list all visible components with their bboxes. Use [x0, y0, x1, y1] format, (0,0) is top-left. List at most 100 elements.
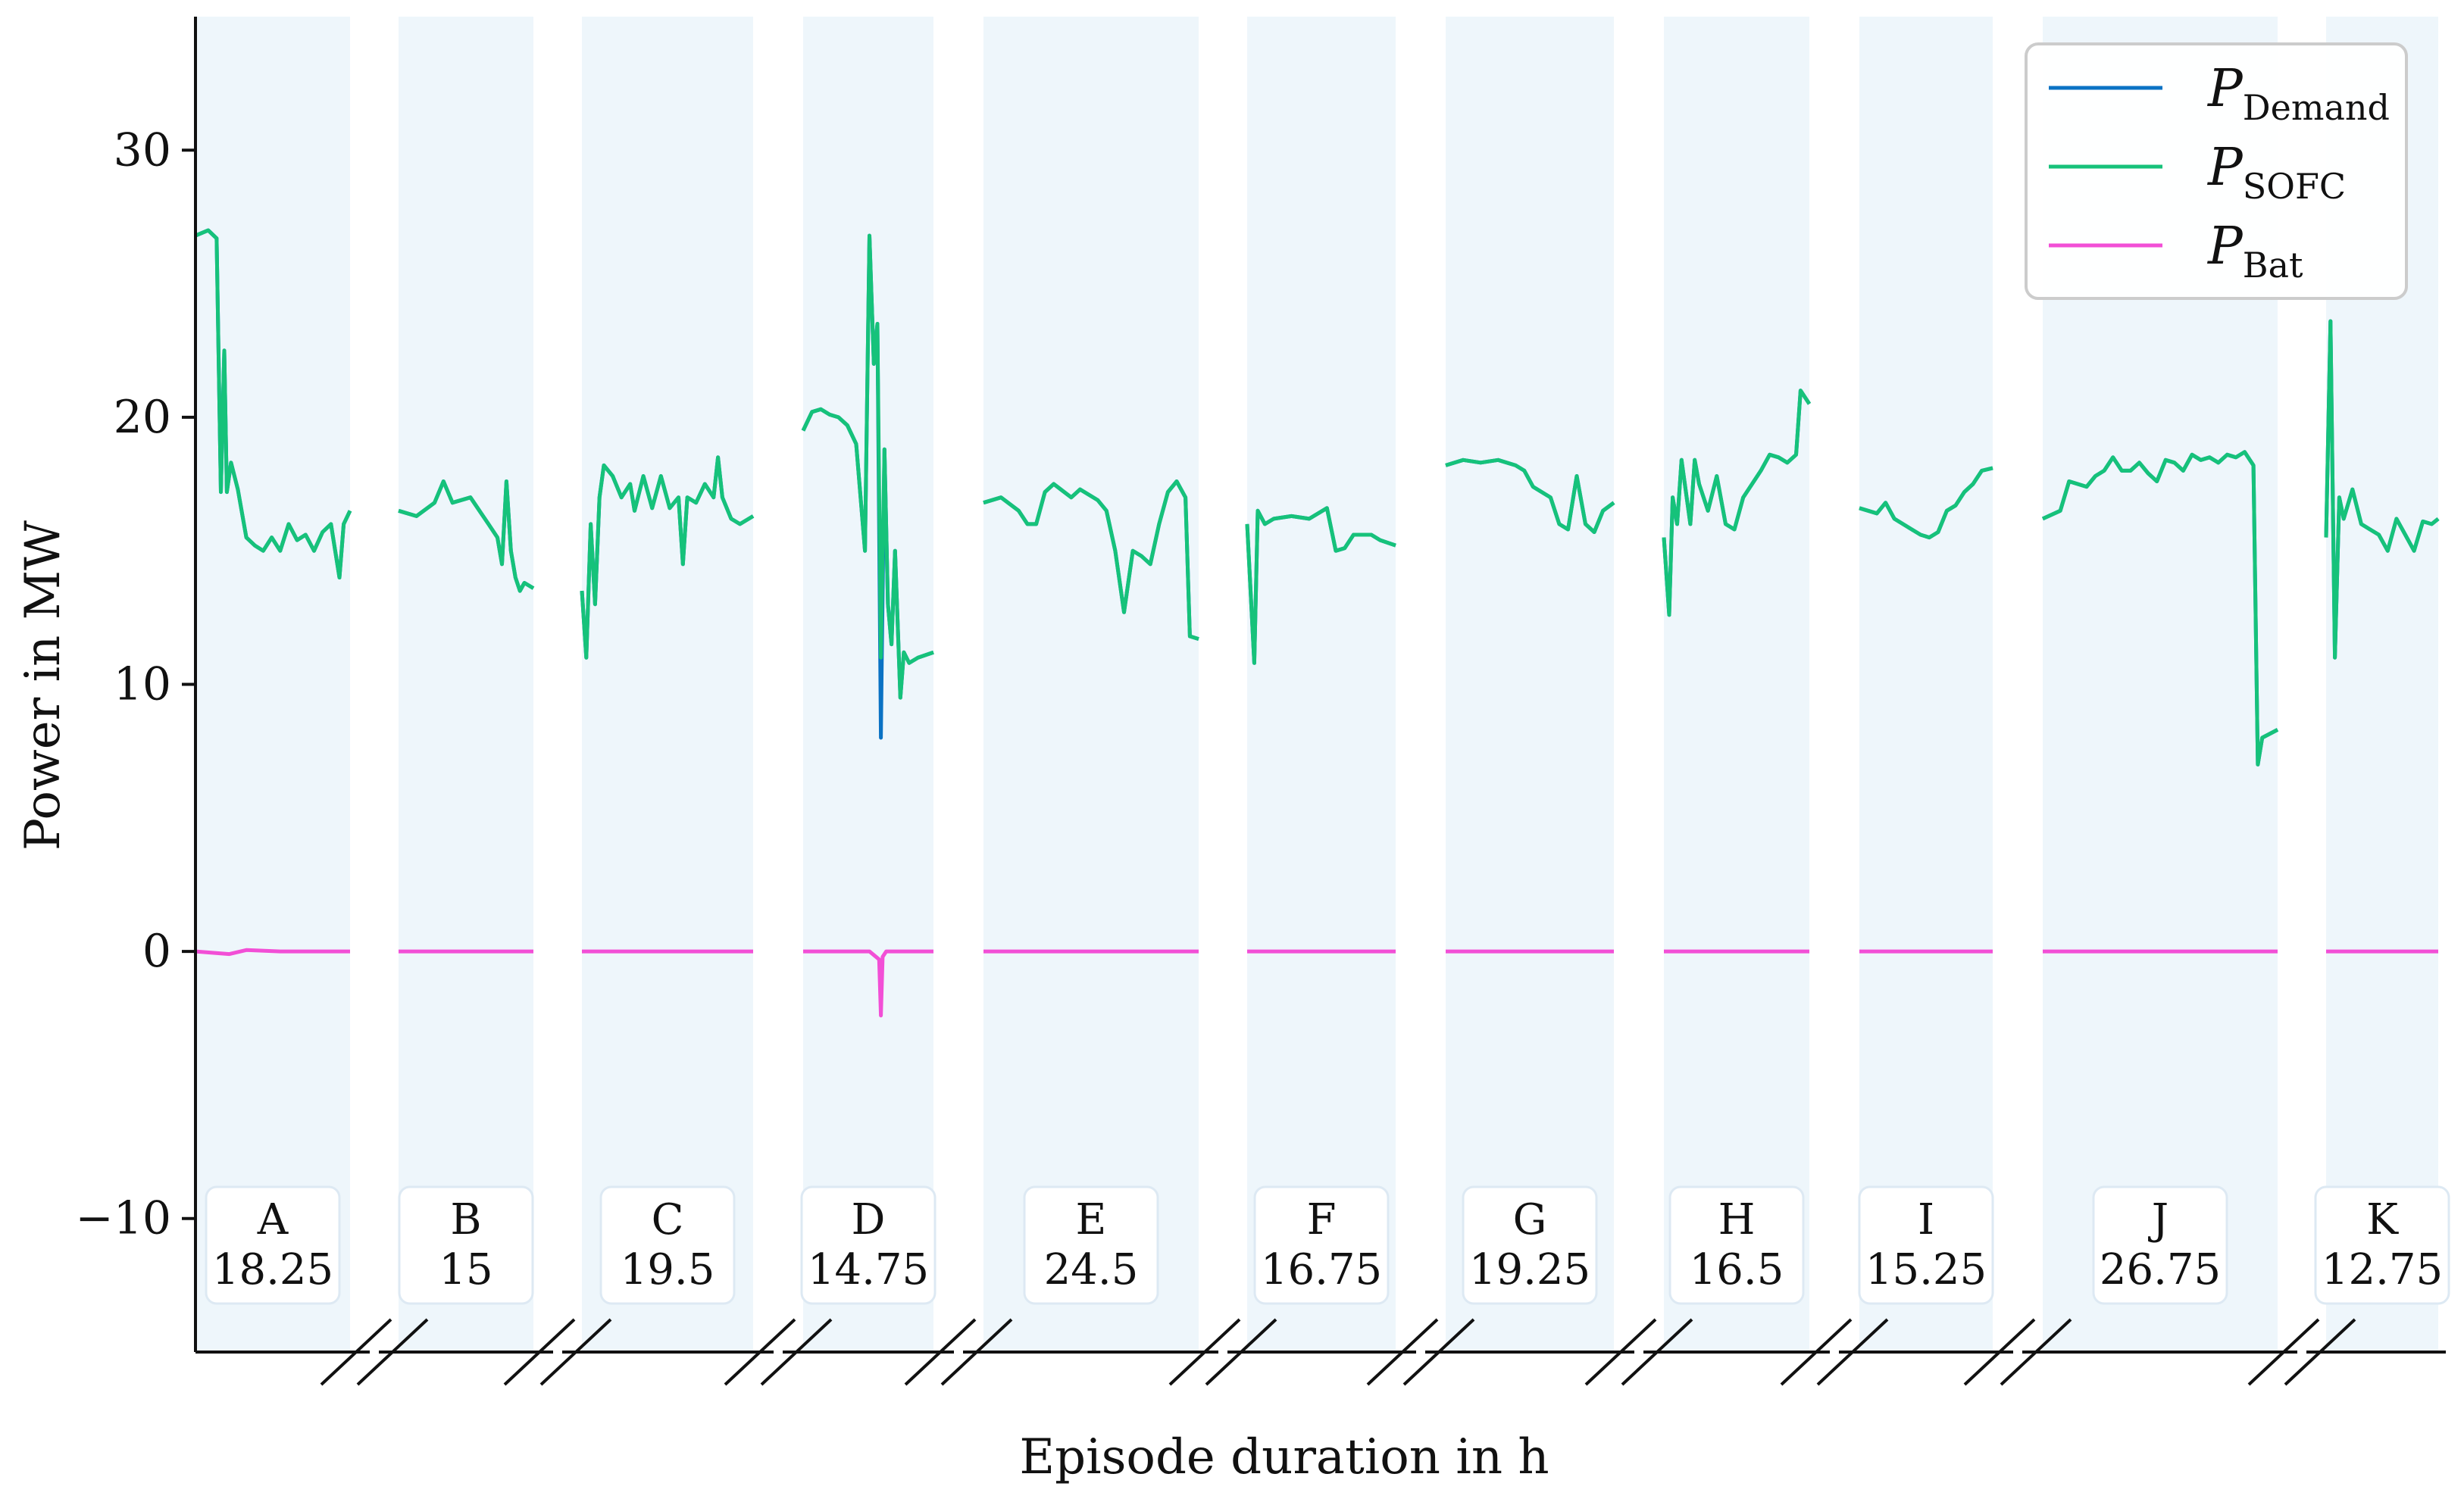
- episode-label: G: [1513, 1195, 1547, 1244]
- legend-label: PSOFC: [2206, 138, 2346, 207]
- axis-break-mark: [320, 1318, 392, 1386]
- sofc-line-d: [801, 233, 934, 700]
- axis-break-mark: [356, 1318, 429, 1386]
- episode-duration: 19.5: [621, 1245, 715, 1294]
- axis-break-gap: [1218, 1344, 1227, 1360]
- bat-line-a: [195, 948, 350, 957]
- episode-label: F: [1307, 1195, 1337, 1244]
- legend-label: PBat: [2206, 217, 2303, 286]
- episode-band-g: [1446, 17, 1614, 1352]
- episode-box-k: [2314, 1185, 2450, 1305]
- episode-box-a: [205, 1185, 341, 1305]
- y-tick-label: 10: [114, 658, 171, 711]
- sofc-line-k: [2324, 319, 2440, 660]
- episode-duration: 16.5: [1690, 1245, 1784, 1294]
- axis-break-mark: [1402, 1318, 1475, 1386]
- episode-label-boxes: A18.25 B15 C19.5 D14.75 E24.5 F16.75 G19.25 H16…: [205, 1185, 2450, 1305]
- episode-duration: 16.75: [1261, 1245, 1382, 1294]
- legend: PDemand PSOFC PBat: [2025, 42, 2408, 300]
- episode-bands: [195, 17, 2438, 1352]
- episode-box-g: [1462, 1185, 1598, 1305]
- episode-label: E: [1076, 1195, 1107, 1244]
- episode-duration: 24.5: [1044, 1245, 1139, 1294]
- sofc-line-e: [983, 479, 1199, 641]
- episode-label: H: [1718, 1195, 1756, 1244]
- sofc-line-j: [2041, 450, 2279, 767]
- episode-label: A: [257, 1195, 289, 1244]
- axis-break-gap: [954, 1344, 963, 1360]
- episode-band-a: [195, 17, 350, 1352]
- axis-break-gap: [774, 1344, 783, 1360]
- episode-duration: 15.25: [1865, 1245, 1987, 1294]
- axis-break-marks: [320, 1318, 2356, 1386]
- axis-break-mark: [1621, 1318, 1693, 1386]
- legend-box: [2025, 42, 2408, 300]
- episode-duration: 14.75: [808, 1245, 929, 1294]
- episode-duration: 15: [439, 1245, 492, 1294]
- axis-break-mark: [1584, 1318, 1657, 1386]
- axis-break-mark: [724, 1318, 796, 1386]
- episode-label: D: [852, 1195, 886, 1244]
- sofc-line-b: [398, 479, 535, 593]
- episode-label: J: [2148, 1195, 2169, 1244]
- axis-break-mark: [539, 1318, 612, 1386]
- bat-line-d: [803, 949, 933, 1018]
- axis-break-mark: [940, 1318, 1013, 1386]
- episode-band-b: [399, 17, 533, 1352]
- sofc-line-g: [1445, 457, 1615, 534]
- episode-label: K: [2366, 1195, 2399, 1244]
- episode-duration: 12.75: [2322, 1245, 2443, 1294]
- episode-duration: 26.75: [2100, 1245, 2221, 1294]
- sofc-line-h: [1662, 389, 1812, 617]
- episode-duration: 18.25: [212, 1245, 333, 1294]
- episode-box-c: [599, 1185, 736, 1305]
- axis-break-gap: [1634, 1344, 1643, 1360]
- y-tick-label: 0: [142, 925, 171, 978]
- episode-box-h: [1668, 1185, 1805, 1305]
- episode-band-e: [983, 17, 1199, 1352]
- axis-break-gap: [370, 1344, 379, 1360]
- episode-band-i: [1859, 17, 1993, 1352]
- axis-break-mark: [1963, 1318, 2036, 1386]
- y-tick-label: 20: [114, 391, 171, 444]
- axis-break-mark: [2284, 1318, 2356, 1386]
- episode-box-e: [1023, 1185, 1159, 1305]
- y-tick-label: −10: [75, 1192, 171, 1245]
- sofc-line-i: [1859, 466, 1993, 540]
- episode-label: C: [652, 1195, 684, 1244]
- episode-band-f: [1247, 17, 1396, 1352]
- axis-break-mark: [1366, 1318, 1439, 1386]
- legend-label: PDemand: [2206, 59, 2390, 128]
- episode-label: I: [1918, 1195, 1934, 1244]
- episode-box-i: [1858, 1185, 1994, 1305]
- episode-band-d: [803, 17, 933, 1352]
- episode-label: B: [450, 1195, 481, 1244]
- episode-duration: 19.25: [1469, 1245, 1590, 1294]
- episode-band-h: [1664, 17, 1809, 1352]
- axis-break-mark: [503, 1318, 576, 1386]
- axis-break-mark: [904, 1318, 977, 1386]
- y-axis-title: Power in MW: [15, 520, 71, 851]
- y-ticks: −10 0 10 20 30: [75, 123, 195, 1245]
- episode-box-b: [398, 1185, 534, 1305]
- axis-break-mark: [1780, 1318, 1853, 1386]
- episode-box-f: [1253, 1185, 1390, 1305]
- sofc-line-f: [1245, 506, 1396, 665]
- axis-break-gap: [2297, 1344, 2306, 1360]
- axis-break-gap: [1416, 1344, 1425, 1360]
- episode-box-d: [800, 1185, 937, 1305]
- axis-break-mark: [760, 1318, 833, 1386]
- episode-band-c: [582, 17, 753, 1352]
- sofc-line-c: [580, 455, 755, 660]
- episode-box-j: [2092, 1185, 2228, 1305]
- axis-break-gap: [2013, 1344, 2022, 1360]
- axis-break-mark: [1205, 1318, 1277, 1386]
- sofc-line-a: [195, 228, 352, 579]
- axis-break-gap: [553, 1344, 562, 1360]
- y-tick-label: 30: [114, 123, 171, 176]
- axis-break-mark: [2247, 1318, 2320, 1386]
- x-axis-title: Episode duration in h: [1019, 1429, 1549, 1485]
- series-lines: [195, 228, 2440, 1018]
- axis-break-mark: [1816, 1318, 1889, 1386]
